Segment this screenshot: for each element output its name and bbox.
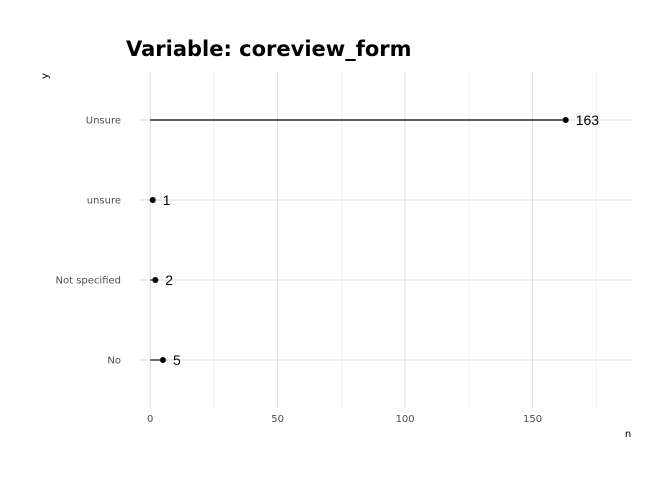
y-tick-label: Not specified xyxy=(56,276,121,287)
data-point xyxy=(562,117,569,123)
x-tick-label: 50 xyxy=(271,414,284,425)
chart-title: Variable: coreview_form xyxy=(126,37,412,61)
data-label: 1 xyxy=(163,192,171,208)
data-point xyxy=(152,277,159,283)
y-tick-label: unsure xyxy=(87,196,121,207)
x-axis-title: n xyxy=(625,429,631,440)
y-axis-title: y xyxy=(40,73,51,79)
x-tick-label: 0 xyxy=(147,414,153,425)
x-tick-labels: 0 50 100 150 xyxy=(147,414,542,425)
y-tick-label: No xyxy=(107,356,121,367)
data-point xyxy=(159,357,166,363)
x-tick-label: 100 xyxy=(396,414,415,425)
data-label: 2 xyxy=(165,272,173,288)
data-point xyxy=(149,197,156,203)
minor-gridlines xyxy=(213,72,597,408)
x-tick-label: 150 xyxy=(523,414,542,425)
data-marks: 5 2 1 163 xyxy=(149,112,600,368)
y-tick-label: Unsure xyxy=(86,116,121,127)
data-label: 163 xyxy=(576,112,600,128)
data-label: 5 xyxy=(173,352,181,368)
y-tick-labels: No Not specified unsure Unsure xyxy=(56,116,121,367)
